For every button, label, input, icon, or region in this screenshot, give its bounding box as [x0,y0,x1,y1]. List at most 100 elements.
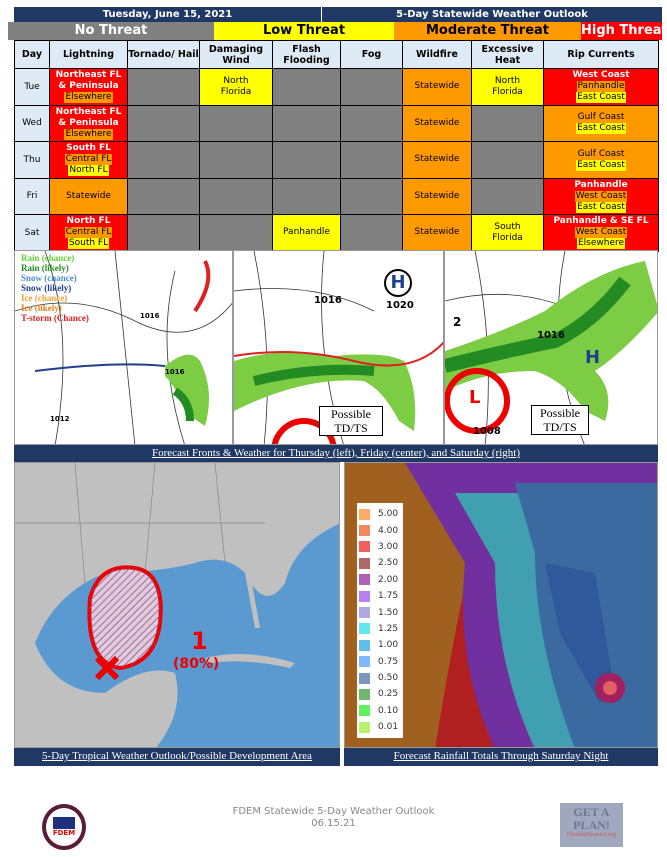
header-date: Tuesday, June 15, 2021 [14,7,322,22]
threat-cell-fog [340,214,403,252]
threat-area: North FL [68,165,109,177]
fronts-map-friday: 1016 H 1020 Possible TD/TS [233,250,444,445]
rainfall-value: 0.50 [378,673,399,684]
day-cell: Tue [14,68,50,106]
rainfall-value: 0.25 [378,689,399,700]
threat-area: East Coast [576,123,626,135]
threat-cell-rip-currents: Gulf Coast East Coast [543,141,659,179]
threat-cell-damaging-wind [199,177,273,215]
isobar-label: 1012 [50,415,70,423]
threat-cell-excessive-heat [471,104,544,142]
column-header: Damaging Wind [199,40,273,69]
threat-cell-excessive-heat [471,177,544,215]
threat-area: South [494,221,521,232]
footer-title: FDEM Statewide 5-Day Weather Outlook [232,806,435,817]
threat-area: West Coast [574,227,628,239]
day-cell: Sat [14,214,50,252]
threat-cell-lightning: North FL Central FL South FL [49,214,128,252]
rainfall-legend-item: 5.00 [359,506,401,522]
rainfall-legend-item: 0.25 [359,686,401,702]
threat-level-low-threat: Low Threat [214,22,394,40]
day-cell: Wed [14,104,50,142]
table-row: Tue Northeast FL & Peninsula Elsewhere North… [14,68,659,106]
rainfall-caption: Forecast Rainfall Totals Through Saturda… [344,748,658,766]
tropical-caption: 5-Day Tropical Weather Outlook/Possible … [14,748,340,766]
threat-cell-fog [340,68,403,106]
color-swatch [359,639,370,651]
threat-cell-tornado-hail [127,104,200,142]
threat-area: North FL [66,216,111,227]
florida-icon [53,817,75,829]
footer-text: FDEM Statewide 5-Day Weather Outlook 06.… [0,806,667,830]
fronts-caption: Forecast Fronts & Weather for Thursday (… [14,445,658,462]
rainfall-legend-item: 2.00 [359,572,401,588]
threat-cell-excessive-heat: South Florida [471,214,544,252]
threat-area: East Coast [576,159,626,171]
tropical-area-number: 1 [191,627,208,655]
column-header: Tornado/ Hail [127,40,200,69]
isobar-label: 1016 [165,368,185,376]
low-pressure-icon: L [469,387,481,408]
threat-area: Northeast FL [55,106,122,117]
threat-area: North [494,75,521,86]
threat-cell-tornado-hail [127,68,200,106]
rainfall-value: 0.10 [378,705,399,716]
rainfall-value: 1.50 [378,607,399,618]
threat-area: Statewide [414,190,460,201]
threat-table: Day Lightning Tornado/ Hail Damaging Wind Fl… [14,40,659,252]
rainfall-legend-item: 0.01 [359,719,401,735]
color-swatch [359,721,370,733]
fronts-legend-item: Ice (likely) [21,303,62,313]
column-header: Flash Flooding [272,40,341,69]
isobar-label: 1020 [386,300,414,311]
threat-area: West Coast [574,190,628,202]
threat-cell-lightning: Northeast FL & Peninsula Elsewhere [49,68,128,106]
rainfall-legend-item: 1.75 [359,588,401,604]
isobar-label: 2 [453,315,462,329]
table-row: Sat North FL Central FL South FL Panhandle St… [14,214,659,252]
threat-cell-rip-currents: Panhandle & SE FL West Coast Elsewhere [543,214,659,252]
badge-url: FloridaDisaster.org [566,832,617,838]
rainfall-value: 0.01 [378,722,399,733]
header-bar: Tuesday, June 15, 2021 5-Day Statewide W… [14,7,662,22]
color-swatch [359,688,370,700]
get-a-plan-badge[interactable]: GET A PLAN! FloridaDisaster.org [560,803,623,847]
threat-area: Elsewhere [64,92,113,104]
fronts-legend-item: Ice (chance) [21,293,68,303]
threat-cell-lightning: Statewide [49,177,128,215]
threat-area: East Coast [576,92,626,104]
threat-cell-rip-currents: Gulf Coast East Coast [543,104,659,142]
fronts-map-thursday: Rain (chance) Rain (likely) Snow (chance) S… [14,250,233,445]
header-title: 5-Day Statewide Weather Outlook [396,9,588,20]
isobar-label: 1016 [140,312,160,320]
threat-area: Panhandle [283,227,330,238]
threat-cell-damaging-wind: North Florida [199,68,273,106]
threat-area: & Peninsula [58,117,119,128]
possible-td-ts-label: Possible TD/TS [531,405,589,435]
rainfall-value: 1.75 [378,591,399,602]
threat-area: North [223,75,249,86]
threat-cell-flash-flooding [272,141,341,179]
threat-area: Statewide [414,154,460,165]
fronts-legend: Rain (chance) Rain (likely) Snow (chance) S… [21,253,89,323]
column-header: Rip Currents [543,40,659,69]
color-swatch [359,508,370,520]
footer-date: 06.15.21 [311,818,356,829]
day-cell: Fri [14,177,50,215]
threat-level-moderate-threat: Moderate Threat [394,22,581,40]
threat-area: Central FL [64,227,113,239]
threat-cell-tornado-hail [127,177,200,215]
color-swatch [359,656,370,668]
threat-cell-flash-flooding [272,177,341,215]
threat-cell-wildfire: Statewide [402,68,472,106]
threat-cell-flash-flooding: Panhandle [272,214,341,252]
rainfall-value: 3.00 [378,541,399,552]
rainfall-value: 5.00 [378,509,399,520]
color-swatch [359,541,370,553]
color-swatch [359,557,370,569]
column-header: Wildfire [402,40,472,69]
threat-area: South FL [66,143,111,154]
threat-area: East Coast [576,201,626,213]
rainfall-value: 0.75 [378,656,399,667]
fronts-map-saturday: 2 1016 H L 1008 Possible TD/TS [444,250,658,445]
